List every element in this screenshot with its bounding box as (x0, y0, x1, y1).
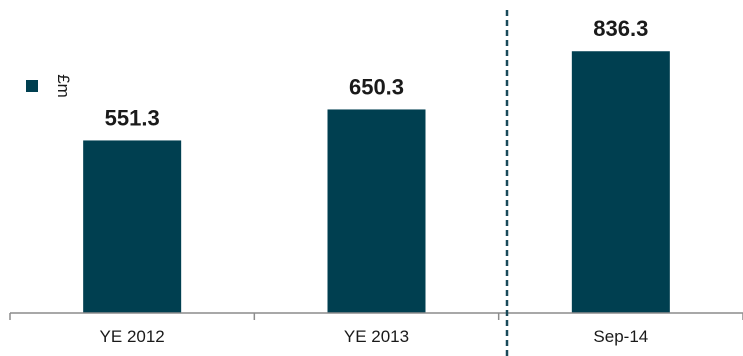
legend: £m (26, 74, 73, 98)
x-axis-ticks: YE 2012 YE 2013 Sep-14 (9, 313, 743, 346)
bar (571, 51, 670, 313)
bar (83, 140, 182, 313)
data-label: 551.3 (105, 105, 160, 130)
bar (327, 109, 426, 313)
x-tick-label: YE 2012 (100, 327, 165, 346)
data-label: 836.3 (593, 16, 648, 41)
x-tick-label: YE 2013 (344, 327, 409, 346)
x-tick-label: Sep-14 (593, 327, 648, 346)
data-label: 650.3 (349, 74, 404, 99)
bars-layer: 551.3 650.3 836.3 (83, 16, 670, 313)
legend-label: £m (54, 74, 73, 98)
legend-swatch (26, 80, 38, 92)
